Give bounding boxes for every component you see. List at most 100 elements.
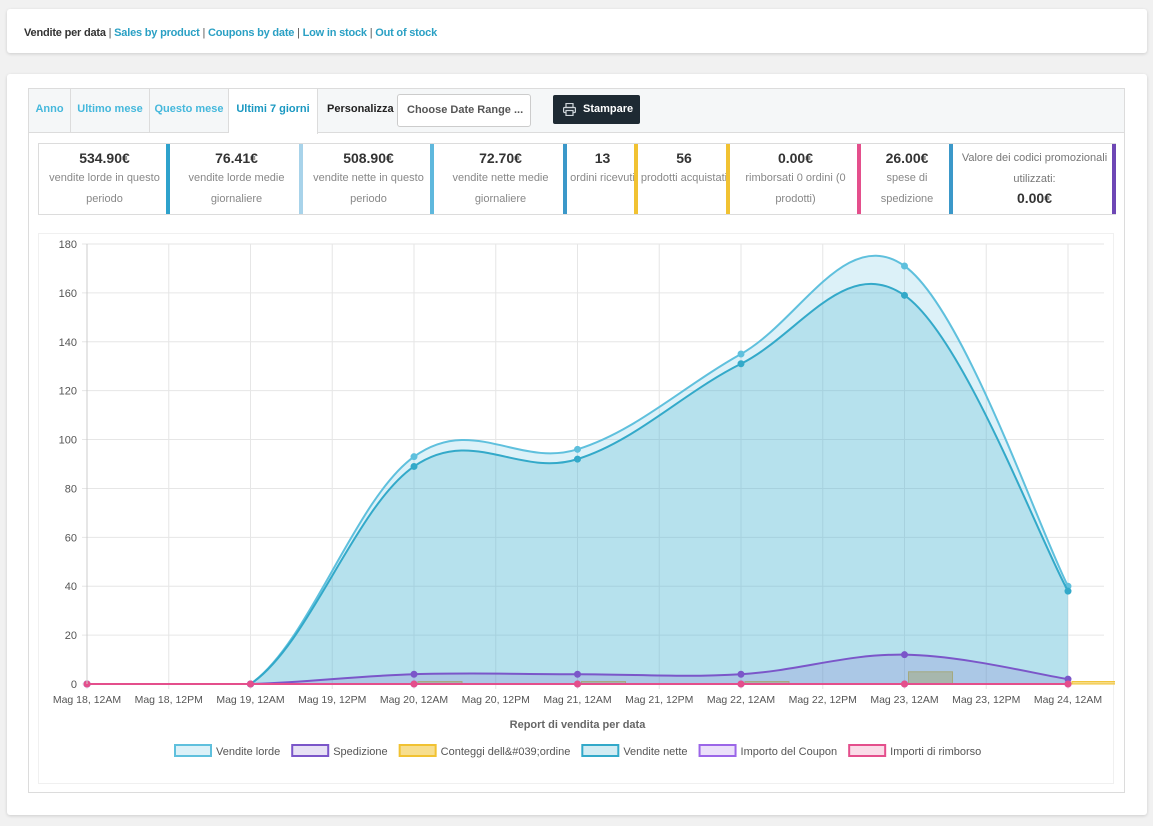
- series-point[interactable]: [247, 680, 254, 688]
- x-tick-label: Mag 18, 12AM: [53, 694, 121, 706]
- y-tick-label: 60: [65, 532, 77, 544]
- series-point[interactable]: [737, 680, 745, 688]
- series-point[interactable]: [737, 350, 745, 358]
- series-line-3: [86, 282, 1069, 686]
- series-point[interactable]: [574, 680, 581, 688]
- report-panel: Anno Ultimo mese Questo mese Ultimi 7 gi…: [7, 74, 1147, 815]
- stat-net-sales: 508.90€ vendite nette in questo periodo: [303, 144, 434, 214]
- series-point[interactable]: [737, 670, 745, 678]
- stat-color-bar: [299, 144, 303, 214]
- series-point[interactable]: [737, 360, 745, 368]
- y-tick-label: 0: [71, 679, 77, 691]
- series-point[interactable]: [410, 670, 418, 678]
- stat-color-bar: [857, 144, 861, 214]
- legend-swatch: [291, 744, 330, 757]
- series-point[interactable]: [574, 670, 581, 678]
- print-label: Stampare: [583, 103, 634, 115]
- order-count-bar: [1071, 681, 1117, 685]
- series-point[interactable]: [574, 445, 581, 453]
- legend-item[interactable]: Conteggi dell&#039;ordine: [398, 744, 571, 758]
- stat-gross-sales: 534.90€ vendite lorde in questo periodo: [39, 144, 170, 214]
- series-point[interactable]: [901, 651, 908, 659]
- legend-swatch: [848, 744, 887, 757]
- printer-icon: [563, 103, 576, 116]
- x-tick-label: Mag 22, 12PM: [789, 694, 857, 706]
- series-area-3: [87, 283, 1068, 684]
- x-tick-label: Mag 18, 12PM: [135, 694, 203, 706]
- y-tick-label: 80: [65, 483, 77, 495]
- legend-swatch: [398, 744, 437, 757]
- legend-label: Conteggi dell&#039;ordine: [441, 746, 571, 758]
- series-point[interactable]: [410, 462, 418, 470]
- y-tick-label: 40: [65, 581, 77, 593]
- x-tick-label: Mag 20, 12PM: [462, 694, 530, 706]
- stat-coupons: Valore dei codici promozionali utilizzat…: [953, 144, 1116, 214]
- series-point[interactable]: [410, 453, 418, 461]
- report-container: Anno Ultimo mese Questo mese Ultimi 7 gi…: [28, 88, 1125, 793]
- x-tick-label: Mag 19, 12PM: [298, 694, 366, 706]
- tab-last-month[interactable]: Ultimo mese: [71, 89, 150, 133]
- series-area-1: [87, 654, 1068, 684]
- legend-label: Importo del Coupon: [741, 746, 838, 758]
- x-tick-label: Mag 21, 12PM: [625, 694, 693, 706]
- stat-avg-gross-daily: 76.41€ vendite lorde medie giornaliere: [170, 144, 303, 214]
- sales-chart: 0 20 40 60 80 100 120 140 160 180 Mag 18, 12AM Mag …: [53, 239, 1117, 758]
- stat-items: 56 prodotti acquistati: [638, 144, 730, 214]
- stat-shipping: 26.00€ spese di spedizione: [861, 144, 953, 214]
- y-tick-label: 140: [59, 337, 77, 349]
- legend-label: Vendite lorde: [216, 746, 280, 758]
- stat-color-bar: [166, 144, 170, 214]
- y-tick-label: 120: [59, 386, 77, 398]
- legend-item[interactable]: Importo del Coupon: [698, 744, 838, 758]
- x-tick-label: Mag 24, 12AM: [1034, 694, 1102, 706]
- series-point[interactable]: [410, 680, 418, 688]
- series-point[interactable]: [901, 291, 908, 299]
- tab-last-7-days[interactable]: Ultimi 7 giorni: [229, 89, 318, 134]
- series-point[interactable]: [901, 680, 908, 688]
- nav-current: Vendite per data: [24, 27, 106, 39]
- stat-color-bar: [726, 144, 730, 214]
- stat-color-bar: [563, 144, 567, 214]
- nav-link-out-of-stock[interactable]: Out of stock: [375, 27, 438, 39]
- y-tick-label: 100: [59, 435, 77, 447]
- x-tick-label: Mag 22, 12AM: [707, 694, 775, 706]
- legend-label: Spedizione: [333, 746, 387, 758]
- legend-item[interactable]: Importi di rimborso: [848, 744, 981, 758]
- legend-label: Importi di rimborso: [890, 746, 981, 758]
- series-point[interactable]: [901, 262, 908, 270]
- legend-item[interactable]: Spedizione: [291, 744, 388, 758]
- legend-swatch: [174, 744, 212, 757]
- y-tick-label: 160: [59, 288, 77, 300]
- nav-link-low-in-stock[interactable]: Low in stock: [302, 27, 367, 39]
- print-button[interactable]: Stampare: [553, 95, 640, 124]
- series-point[interactable]: [1064, 587, 1072, 595]
- sales-chart-area: 0 20 40 60 80 100 120 140 160 180 Mag 18, 12AM Mag …: [38, 233, 1117, 784]
- tab-this-month[interactable]: Questo mese: [150, 89, 229, 133]
- x-tick-label: Mag 23, 12PM: [952, 694, 1020, 706]
- stat-color-bar: [949, 144, 953, 214]
- legend-label: Vendite nette: [623, 746, 687, 758]
- x-tick-label: Mag 19, 12AM: [216, 694, 284, 706]
- report-nav: Vendite per data | Sales by product | Co…: [7, 9, 1147, 53]
- x-tick-label: Mag 20, 12AM: [380, 694, 448, 706]
- legend-item[interactable]: Vendite nette: [581, 744, 688, 758]
- range-tabs: Anno Ultimo mese Questo mese Ultimi 7 gi…: [29, 89, 1124, 134]
- y-tick-label: 20: [65, 630, 77, 642]
- date-range-input[interactable]: Choose Date Range ...: [397, 94, 531, 127]
- summary-stats: 534.90€ vendite lorde in questo periodo …: [38, 143, 1116, 215]
- tab-year[interactable]: Anno: [29, 89, 71, 133]
- stat-color-bar: [1112, 144, 1116, 214]
- series-point[interactable]: [574, 455, 581, 463]
- x-axis-title: Report di vendita per data: [510, 719, 647, 731]
- series-point[interactable]: [1064, 680, 1072, 688]
- legend-swatch: [581, 744, 620, 757]
- stat-color-bar: [430, 144, 434, 214]
- legend-swatch: [698, 744, 737, 757]
- y-tick-label: 180: [59, 239, 77, 251]
- x-tick-label: Mag 21, 12AM: [543, 694, 611, 706]
- stat-refunds: 0.00€ rimborsati 0 ordini (0 prodotti): [730, 144, 861, 214]
- legend-item[interactable]: Vendite lorde: [174, 744, 280, 758]
- nav-link-sales-by-product[interactable]: Sales by product: [114, 27, 200, 39]
- nav-link-coupons-by-date[interactable]: Coupons by date: [208, 27, 295, 39]
- x-tick-label: Mag 23, 12AM: [870, 694, 938, 706]
